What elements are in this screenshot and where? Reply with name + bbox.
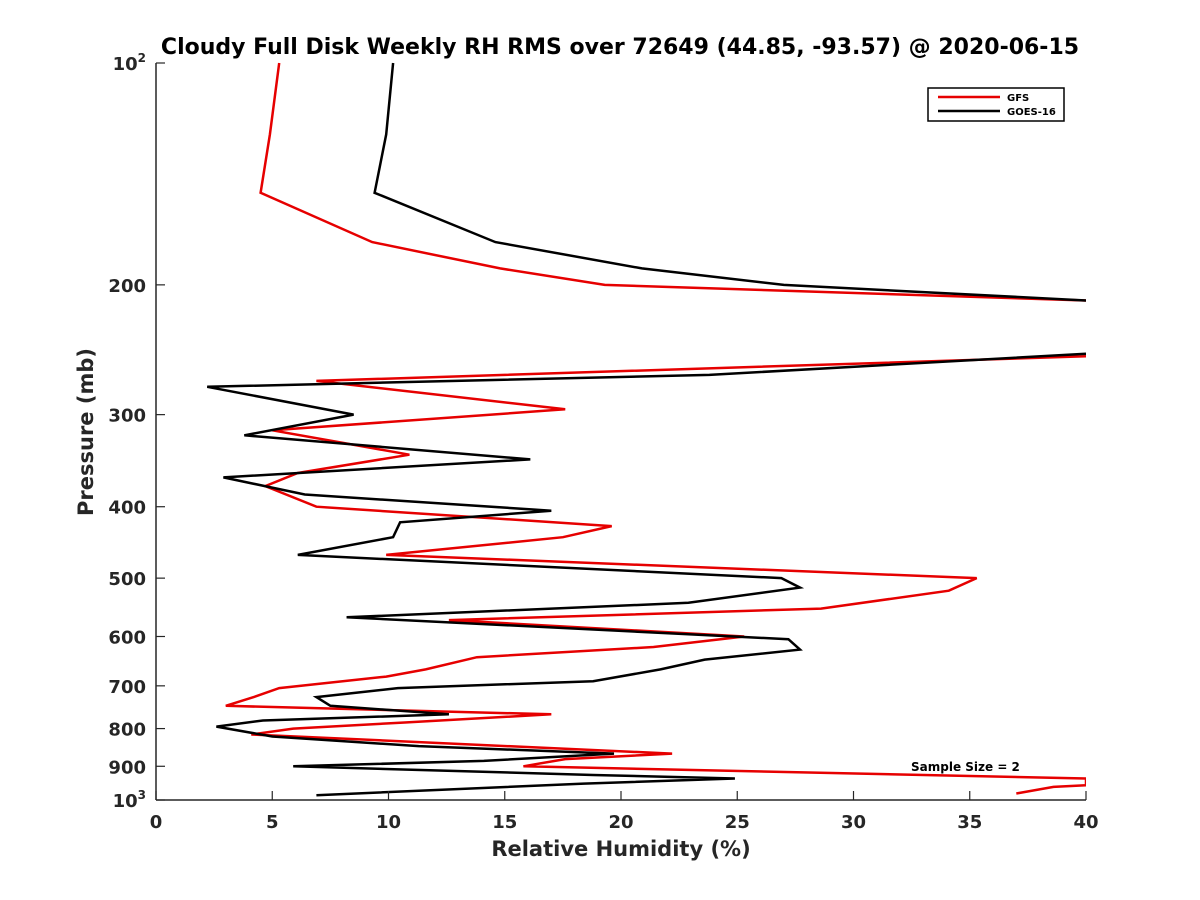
legend-label-goes16: GOES-16 bbox=[1007, 107, 1056, 118]
x-tick-label-20: 20 bbox=[608, 812, 633, 833]
y-tick-label-300: 300 bbox=[108, 406, 146, 427]
legend: GFS GOES-16 bbox=[927, 87, 1065, 122]
series-layer bbox=[206, 62, 1086, 797]
y-tick-label-1000: 103 bbox=[113, 788, 146, 812]
y-tick-label-500: 500 bbox=[108, 569, 146, 590]
y-tick-label-600: 600 bbox=[108, 627, 146, 648]
series-line-goes16 bbox=[206, 62, 1086, 797]
x-axis-label: Relative Humidity (%) bbox=[491, 837, 750, 861]
y-tick-label-400: 400 bbox=[108, 498, 146, 519]
x-tick-label-0: 0 bbox=[150, 812, 163, 833]
y-tick-label-900: 900 bbox=[108, 757, 146, 778]
x-tick-label-10: 10 bbox=[376, 812, 401, 833]
y-tick-label-700: 700 bbox=[108, 677, 146, 698]
y-axis-ticks: 102 200 300 400 500 600 700 800 900 103 bbox=[108, 51, 165, 812]
legend-label-gfs: GFS bbox=[1007, 93, 1029, 104]
sample-size-annotation: Sample Size = 2 bbox=[911, 760, 1020, 774]
y-axis-label: Pressure (mb) bbox=[74, 348, 98, 516]
series-line-gfs bbox=[225, 62, 1086, 795]
x-tick-label-30: 30 bbox=[841, 812, 866, 833]
y-tick-label-100: 102 bbox=[113, 51, 146, 75]
x-tick-label-5: 5 bbox=[266, 812, 279, 833]
y-tick-label-200: 200 bbox=[108, 276, 146, 297]
x-axis-ticks: 0 5 10 15 20 25 30 35 40 bbox=[150, 791, 1099, 833]
x-tick-label-15: 15 bbox=[492, 812, 517, 833]
chart-title: Cloudy Full Disk Weekly RH RMS over 7264… bbox=[161, 35, 1079, 60]
legend-box bbox=[927, 87, 1065, 122]
x-tick-label-40: 40 bbox=[1073, 812, 1098, 833]
plot-area bbox=[155, 62, 1086, 801]
y-tick-label-800: 800 bbox=[108, 720, 146, 741]
x-tick-label-25: 25 bbox=[725, 812, 750, 833]
x-tick-label-35: 35 bbox=[957, 812, 982, 833]
